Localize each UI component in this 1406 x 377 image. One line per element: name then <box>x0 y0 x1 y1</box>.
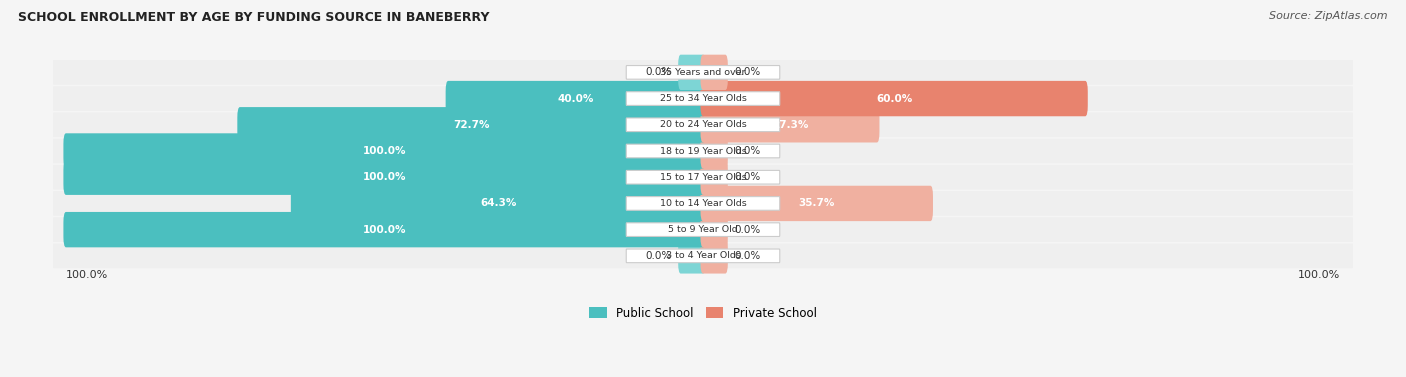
Text: 25 to 34 Year Olds: 25 to 34 Year Olds <box>659 94 747 103</box>
FancyBboxPatch shape <box>700 186 934 221</box>
FancyBboxPatch shape <box>700 159 728 195</box>
Text: 15 to 17 Year Olds: 15 to 17 Year Olds <box>659 173 747 182</box>
FancyBboxPatch shape <box>291 186 706 221</box>
FancyBboxPatch shape <box>238 107 706 143</box>
Text: 0.0%: 0.0% <box>735 146 761 156</box>
Text: 0.0%: 0.0% <box>735 225 761 234</box>
FancyBboxPatch shape <box>700 107 880 143</box>
Text: 72.7%: 72.7% <box>453 120 489 130</box>
Text: 35 Years and over: 35 Years and over <box>661 68 745 77</box>
Text: 0.0%: 0.0% <box>645 67 671 77</box>
Text: 100.0%: 100.0% <box>66 270 108 280</box>
FancyBboxPatch shape <box>626 144 780 158</box>
Text: 3 to 4 Year Olds: 3 to 4 Year Olds <box>665 251 741 261</box>
FancyBboxPatch shape <box>53 165 1353 190</box>
Text: 20 to 24 Year Olds: 20 to 24 Year Olds <box>659 120 747 129</box>
Text: SCHOOL ENROLLMENT BY AGE BY FUNDING SOURCE IN BANEBERRY: SCHOOL ENROLLMENT BY AGE BY FUNDING SOUR… <box>18 11 489 24</box>
Text: 0.0%: 0.0% <box>645 251 671 261</box>
Text: 35.7%: 35.7% <box>799 198 835 208</box>
Text: 100.0%: 100.0% <box>1298 270 1340 280</box>
FancyBboxPatch shape <box>626 66 780 79</box>
FancyBboxPatch shape <box>53 86 1353 111</box>
FancyBboxPatch shape <box>678 55 706 90</box>
Text: 0.0%: 0.0% <box>735 172 761 182</box>
FancyBboxPatch shape <box>53 60 1353 85</box>
Text: 60.0%: 60.0% <box>876 93 912 104</box>
FancyBboxPatch shape <box>626 92 780 106</box>
FancyBboxPatch shape <box>626 170 780 184</box>
Text: 18 to 19 Year Olds: 18 to 19 Year Olds <box>659 147 747 155</box>
FancyBboxPatch shape <box>446 81 706 116</box>
Legend: Public School, Private School: Public School, Private School <box>585 302 821 325</box>
FancyBboxPatch shape <box>678 238 706 274</box>
FancyBboxPatch shape <box>53 112 1353 137</box>
FancyBboxPatch shape <box>53 191 1353 216</box>
FancyBboxPatch shape <box>700 55 728 90</box>
FancyBboxPatch shape <box>626 249 780 263</box>
Text: 0.0%: 0.0% <box>735 251 761 261</box>
FancyBboxPatch shape <box>700 212 728 247</box>
Text: 0.0%: 0.0% <box>735 67 761 77</box>
FancyBboxPatch shape <box>63 133 706 169</box>
Text: 5 to 9 Year Old: 5 to 9 Year Old <box>668 225 738 234</box>
Text: 100.0%: 100.0% <box>363 225 406 234</box>
FancyBboxPatch shape <box>63 159 706 195</box>
FancyBboxPatch shape <box>53 217 1353 242</box>
Text: Source: ZipAtlas.com: Source: ZipAtlas.com <box>1270 11 1388 21</box>
Text: 64.3%: 64.3% <box>479 198 516 208</box>
FancyBboxPatch shape <box>700 81 1088 116</box>
FancyBboxPatch shape <box>53 139 1353 163</box>
FancyBboxPatch shape <box>626 197 780 210</box>
FancyBboxPatch shape <box>700 238 728 274</box>
FancyBboxPatch shape <box>700 133 728 169</box>
Text: 10 to 14 Year Olds: 10 to 14 Year Olds <box>659 199 747 208</box>
FancyBboxPatch shape <box>626 223 780 236</box>
Text: 100.0%: 100.0% <box>363 146 406 156</box>
Text: 27.3%: 27.3% <box>772 120 808 130</box>
Text: 40.0%: 40.0% <box>557 93 593 104</box>
FancyBboxPatch shape <box>53 244 1353 268</box>
Text: 100.0%: 100.0% <box>363 172 406 182</box>
FancyBboxPatch shape <box>63 212 706 247</box>
FancyBboxPatch shape <box>626 118 780 132</box>
